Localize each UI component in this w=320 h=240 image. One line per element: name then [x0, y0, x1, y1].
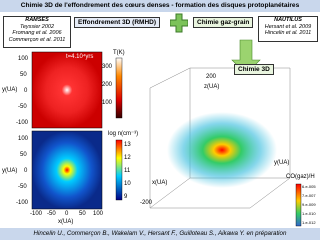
dens-tick: 11 — [124, 168, 131, 174]
co-label: CO(gaz)/H — [286, 174, 315, 180]
y-tick: 0 — [24, 88, 28, 94]
temp-label: T(K) — [113, 50, 125, 56]
ref: Teyssier 2002 — [19, 23, 55, 30]
dens-tick: 9 — [124, 194, 128, 200]
cube-tick: -200 — [140, 200, 153, 206]
co-tick: 7.e-007 — [302, 193, 316, 198]
y-tick: -100 — [16, 200, 29, 206]
temp-tick: 100 — [102, 100, 113, 106]
y-tick: -50 — [18, 184, 27, 190]
y-tick: 50 — [20, 152, 27, 158]
ramses-box: RAMSES Teyssier 2002 Fromang et al. 2006… — [3, 16, 71, 48]
x-tick: 100 — [93, 211, 104, 217]
co-tick: 9.e-009 — [302, 202, 316, 207]
co-tick: 1.e-010 — [302, 211, 316, 216]
dens-tick: 13 — [124, 142, 131, 148]
co-tick: 6.e-005 — [302, 184, 316, 189]
dens-tick: 12 — [124, 155, 131, 161]
x-tick: 50 — [79, 211, 86, 217]
x-tick: -100 — [30, 211, 43, 217]
ref: Fromang et al. 2006 — [12, 30, 62, 36]
x-label: x(UA) — [58, 219, 74, 225]
x-tick: 0 — [65, 211, 69, 217]
cube-x-label: x(UA) — [152, 180, 168, 186]
nautilus-name: NAUTILUS — [274, 17, 302, 23]
y-tick: 100 — [18, 136, 29, 142]
y-tick: -100 — [16, 120, 29, 126]
co-tick: 1.e-012 — [302, 220, 316, 225]
plus-icon — [170, 13, 188, 33]
title: Chimie 3D de l'effondrement des cœurs de… — [0, 0, 320, 12]
temp-tick: 300 — [102, 64, 113, 70]
time-label: t=4.10⁴yrs — [66, 54, 94, 60]
cube-tick: 200 — [206, 74, 217, 80]
x-tick: -50 — [47, 211, 56, 217]
y-label: y(UA) — [2, 168, 18, 174]
ref: Hincelin et al. 2011 — [264, 30, 312, 36]
y-tick: 50 — [20, 72, 27, 78]
y-tick: -50 — [18, 104, 27, 110]
y-tick: 0 — [24, 168, 28, 174]
cube-y-label: y(UA) — [274, 160, 290, 166]
z-label: z(UA) — [204, 84, 220, 90]
collapse-label: Effondrement 3D (RMHD) — [74, 17, 160, 28]
chemistry-label: Chimie gaz-grain — [193, 17, 254, 28]
nautilus-box: NAUTILUS Hersant et al. 2009 Hincelin et… — [258, 16, 318, 42]
dens-label: log n(cm⁻³) — [108, 131, 139, 137]
y-label: y(UA) — [2, 87, 18, 93]
ref: Commerçon et al. 2011 — [8, 36, 66, 43]
dens-tick: 10 — [124, 181, 131, 187]
footer: Hincelin U., Commerçon B., Wakelam V., H… — [0, 228, 320, 240]
temp-tick: 200 — [102, 82, 113, 88]
y-tick: 100 — [18, 56, 29, 62]
ref: Hersant et al. 2009 — [264, 23, 312, 30]
ramses-name: RAMSES — [25, 17, 49, 23]
chem3d-label: Chimie 3D — [234, 64, 274, 75]
